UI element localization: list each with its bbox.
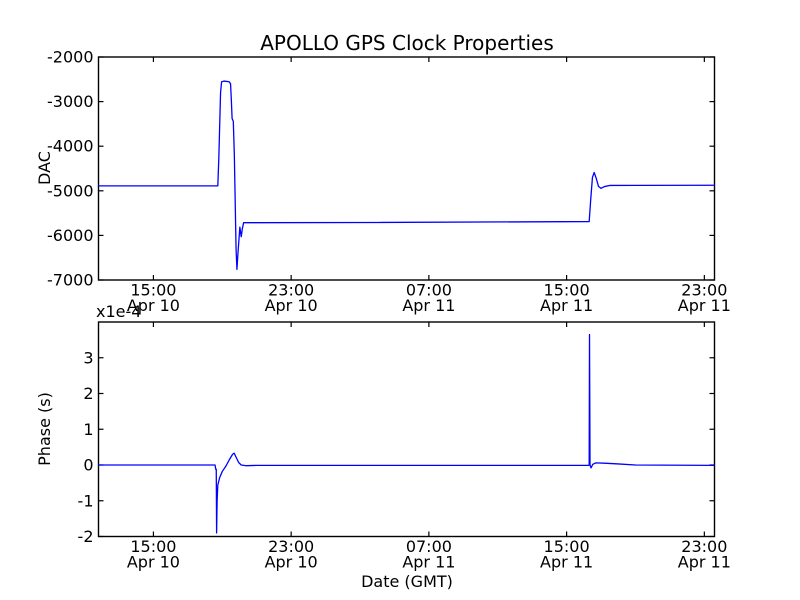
top-plot-x-tick-label-date: Apr 11 xyxy=(678,296,731,315)
top-plot-x-tick-label-date: Apr 11 xyxy=(402,296,455,315)
bottom-plot-x-tick-label-date: Apr 10 xyxy=(265,553,318,572)
bottom-plot-y-tick-label: 3 xyxy=(83,348,93,367)
top-plot-y-tick-label: -3000 xyxy=(47,92,94,111)
dac-axis-label: DAC xyxy=(35,151,54,185)
bottom-plot-x-tick-label-date: Apr 10 xyxy=(127,553,180,572)
top-plot-y-tick-label: -5000 xyxy=(47,181,94,200)
bottom-plot-x-tick-label-date: Apr 11 xyxy=(540,553,593,572)
top-plot-y-tick-label: -4000 xyxy=(47,137,94,156)
top-plot-frame xyxy=(97,56,716,281)
bottom-plot-x-tick-label-time: 23:00 xyxy=(268,537,314,556)
date-axis-label: Date (GMT) xyxy=(361,572,453,591)
top-plot-x-tick-label-time: 15:00 xyxy=(130,281,176,300)
top-plot-x-tick-label-date: Apr 10 xyxy=(265,296,318,315)
bottom-plot-y-tick-label: 1 xyxy=(83,420,93,439)
bottom-plot-x-tick-label-time: 15:00 xyxy=(130,537,176,556)
bottom-plot-x-tick-label-date: Apr 11 xyxy=(402,553,455,572)
top-plot-x-tick-label-time: 15:00 xyxy=(544,281,590,300)
top-plot-y-tick-label: -2000 xyxy=(47,48,94,67)
top-plot-x-tick-label-date: Apr 11 xyxy=(540,296,593,315)
figure-title: APOLLO GPS Clock Properties xyxy=(260,31,554,55)
bottom-plot-x-tick-label-time: 23:00 xyxy=(681,537,727,556)
bottom-plot-y-tick-label: 2 xyxy=(83,384,93,403)
bottom-plot-frame xyxy=(97,321,716,538)
top-plot-y-tick-label: -7000 xyxy=(47,271,94,290)
top-plot-series-dac xyxy=(97,80,716,270)
top-plot-y-tick-label: -6000 xyxy=(47,226,94,245)
top-plot-x-tick-label-time: 07:00 xyxy=(406,281,452,300)
phase-axis-label: Phase (s) xyxy=(35,392,54,466)
bottom-plot-x-tick-label-time: 07:00 xyxy=(406,537,452,556)
bottom-plot-x-tick-label-date: Apr 11 xyxy=(678,553,731,572)
top-plot-x-tick-label-date: Apr 10 xyxy=(127,296,180,315)
phase-offset-multiplier-label: x1e-4 xyxy=(96,302,142,321)
bottom-plot-x-tick-label-time: 15:00 xyxy=(544,537,590,556)
top-plot-x-tick-label-time: 23:00 xyxy=(681,281,727,300)
bottom-plot-series-phase xyxy=(97,333,716,534)
bottom-plot-y-tick-label: -2 xyxy=(78,527,94,546)
top-plot-x-tick-label-time: 23:00 xyxy=(268,281,314,300)
bottom-plot-y-tick-label: -1 xyxy=(78,491,94,510)
bottom-plot-y-tick-label: 0 xyxy=(83,456,93,475)
